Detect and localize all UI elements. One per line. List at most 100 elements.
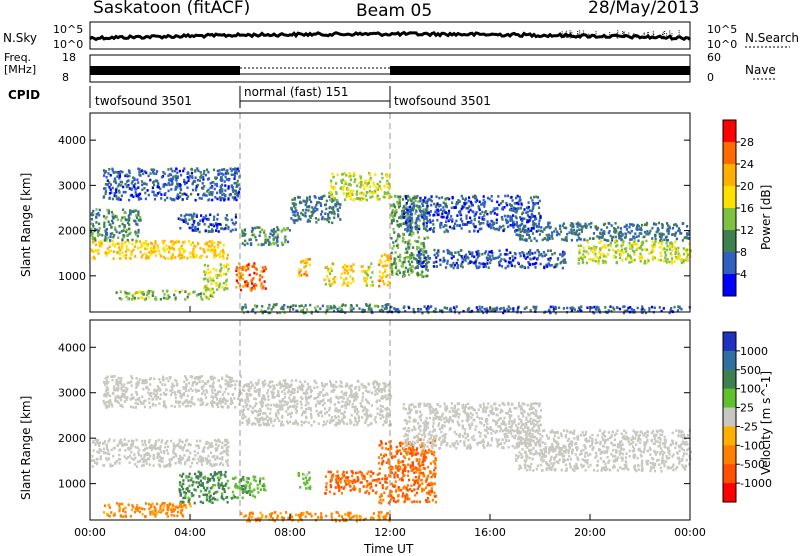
power-cell [142, 173, 144, 176]
power-cell [376, 198, 378, 201]
power-cell [671, 233, 673, 236]
power-cell [138, 174, 140, 177]
power-cell [395, 266, 397, 269]
velocity-cell [136, 393, 138, 396]
velocity-cell [137, 403, 139, 406]
power-cell [99, 227, 101, 230]
power-cell [411, 203, 413, 206]
velocity-cell [259, 480, 261, 483]
power-cell [399, 260, 401, 263]
power-cell [684, 237, 686, 240]
power-cell [321, 218, 323, 221]
power-cell [613, 255, 615, 258]
power-cell [633, 240, 635, 243]
velocity-cell [139, 378, 141, 381]
power-cell [407, 195, 409, 198]
power-cell [403, 210, 405, 213]
power-cell [429, 214, 431, 217]
power-cell [436, 219, 438, 222]
velocity-cell [202, 482, 204, 485]
velocity-cell [193, 458, 195, 461]
power-cell [577, 234, 579, 237]
velocity-cell [166, 449, 168, 452]
velocity-cell [183, 454, 185, 457]
velocity-cell [257, 487, 259, 490]
velocity-cell [237, 486, 239, 489]
power-cell [507, 195, 509, 198]
power-cell [127, 222, 129, 225]
power-cell [561, 255, 563, 258]
velocity-cell [218, 400, 220, 403]
power-cell [98, 252, 100, 255]
power-cell [305, 258, 307, 261]
power-cell [663, 260, 665, 263]
velocity-cell [215, 443, 217, 446]
velocity-cell [180, 462, 182, 465]
velocity-cell [154, 395, 156, 398]
power-cell [187, 296, 189, 299]
power-cell [490, 251, 492, 254]
power-cell [261, 282, 263, 285]
velocity-cell [169, 390, 171, 393]
power-cell [163, 297, 165, 300]
power-cell [138, 219, 140, 222]
power-cell [370, 177, 372, 180]
velocity-cell [155, 398, 157, 401]
power-cell [203, 194, 205, 197]
power-cell [671, 243, 673, 246]
power-cell [245, 284, 247, 287]
power-cell [406, 202, 408, 205]
power-cell [232, 190, 234, 193]
power-cell [540, 230, 542, 233]
power-cell [379, 180, 381, 183]
power-cell [493, 227, 495, 230]
power-cell [325, 283, 327, 286]
power-cell [614, 228, 616, 231]
power-cell [450, 215, 452, 218]
power-cell [107, 184, 109, 187]
power-cell [677, 247, 679, 250]
power-cell [265, 241, 267, 244]
power-cell [593, 237, 595, 240]
power-cell [516, 210, 518, 213]
velocity-cell [225, 444, 227, 447]
velocity-cell [177, 511, 179, 514]
power-cell [419, 200, 421, 203]
power-cell [478, 220, 480, 223]
power-cell [213, 256, 215, 259]
power-cell [514, 257, 516, 260]
power-cell [205, 289, 207, 292]
power-cell [213, 218, 215, 221]
velocity-cell [214, 389, 216, 392]
power-cell [483, 205, 485, 208]
power-cell [207, 268, 209, 271]
velocity-cell [116, 379, 118, 382]
power-cell [321, 210, 323, 213]
power-cell [158, 250, 160, 253]
power-cell [390, 306, 392, 309]
power-cell [502, 225, 504, 228]
power-cell [607, 239, 609, 242]
power-cell [581, 258, 583, 261]
power-cell [190, 243, 192, 246]
velocity-cell [206, 499, 208, 502]
power-cell [319, 308, 321, 311]
power-cell [462, 266, 464, 269]
velocity-cell [118, 402, 120, 405]
power-cell [435, 261, 437, 264]
velocity-cell [149, 455, 151, 458]
power-cell [528, 237, 530, 240]
power-cell [444, 306, 446, 309]
velocity-cell [146, 462, 148, 465]
power-cell [671, 249, 673, 252]
power-cell [295, 305, 297, 308]
power-cell [220, 250, 222, 253]
power-cell [469, 230, 471, 233]
power-cell [401, 210, 403, 213]
power-cell [299, 274, 301, 277]
power-cell [394, 257, 396, 260]
power-cell [553, 230, 555, 233]
power-cell [137, 210, 139, 213]
power-cell [466, 217, 468, 220]
power-cell [362, 184, 364, 187]
